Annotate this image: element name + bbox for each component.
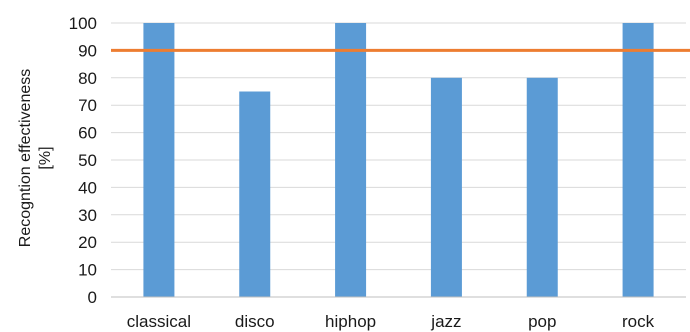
bar-jazz	[430, 77, 462, 297]
y-axis-title: Recogntion effectiveness [%]	[17, 69, 54, 247]
bar-disco	[239, 91, 271, 297]
y-tick-label: 40	[78, 178, 97, 197]
bar-rock	[622, 23, 654, 297]
x-category-label: pop	[528, 312, 556, 331]
y-tick-label: 10	[78, 261, 97, 280]
x-category-label: classical	[127, 312, 191, 331]
y-tick-label: 0	[88, 288, 97, 307]
bars	[143, 23, 654, 297]
y-tick-labels: 0 10 20 30 40 50 60 70 80 90 100	[69, 14, 97, 307]
bar-pop	[526, 77, 558, 297]
bar-classical	[143, 23, 175, 297]
y-tick-label: 90	[78, 41, 97, 60]
y-tick-label: 70	[78, 96, 97, 115]
bar-hiphop	[335, 23, 367, 297]
y-tick-label: 50	[78, 151, 97, 170]
y-tick-label: 20	[78, 233, 97, 252]
x-category-label: hiphop	[325, 312, 376, 331]
y-axis-title-line1: Recogntion effectiveness	[17, 69, 34, 247]
x-category-label: jazz	[430, 312, 461, 331]
x-category-label: rock	[622, 312, 655, 331]
gridlines	[111, 22, 686, 271]
x-category-label: disco	[235, 312, 275, 331]
y-tick-label: 80	[78, 69, 97, 88]
y-tick-label: 60	[78, 124, 97, 143]
y-tick-label: 30	[78, 206, 97, 225]
y-axis-title-line2: [%]	[37, 146, 54, 169]
y-tick-label: 100	[69, 14, 97, 33]
x-category-labels: classical disco hiphop jazz pop rock	[127, 312, 655, 331]
